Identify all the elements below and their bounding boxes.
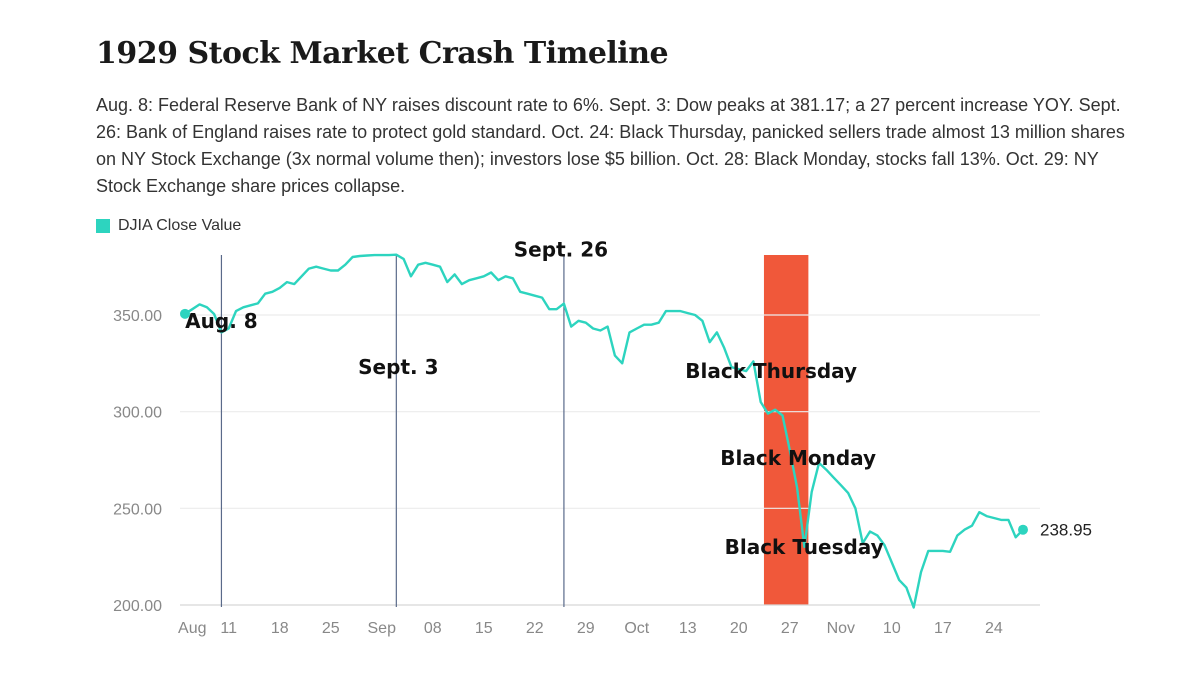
x-tick-label: 11 [220,620,237,637]
x-tick-label: 22 [526,620,544,637]
legend-swatch [96,219,110,233]
series-line [184,253,1024,609]
y-tick-label: 350.00 [113,308,162,325]
x-tick-label: 13 [679,620,697,637]
end-value-label: 238.95 [1040,521,1092,540]
chart-legend: DJIA Close Value [96,217,241,235]
end-point [1018,524,1028,535]
x-tick-label: 10 [883,620,901,637]
x-tick-label: 17 [934,620,952,637]
x-tick-label: 15 [475,620,493,637]
y-tick-label: 250.00 [113,501,162,518]
legend-label: DJIA Close Value [118,217,242,234]
event-label: Sept. 3 [358,355,438,379]
x-tick-label: Oct [624,620,649,637]
y-tick-label: 300.00 [113,405,162,422]
x-tick-label: 25 [322,620,340,637]
x-tick-label: 20 [730,620,748,637]
x-tick-label: 24 [985,620,1003,637]
x-tick-label: 08 [424,620,442,637]
band-annotation-label: Black Tuesday [725,535,884,559]
x-tick-label: Sep [368,620,397,637]
start-point [180,308,190,319]
chart-subtitle: Aug. 8: Federal Reserve Bank of NY raise… [96,95,1125,196]
x-tick-label: 18 [271,620,289,637]
x-tick-label: Aug [178,620,206,637]
band-annotation-label: Black Monday [720,446,876,470]
x-tick-label: 27 [781,620,799,637]
band-annotation-label: Black Thursday [685,359,857,383]
y-tick-label: 200.00 [113,598,162,615]
x-tick-label: Nov [827,620,855,637]
chart-title: 1929 Stock Market Crash Timeline [96,36,669,71]
x-tick-label: 29 [577,620,595,637]
event-label: Aug. 8 [185,309,258,333]
event-label: Sept. 26 [514,237,608,261]
